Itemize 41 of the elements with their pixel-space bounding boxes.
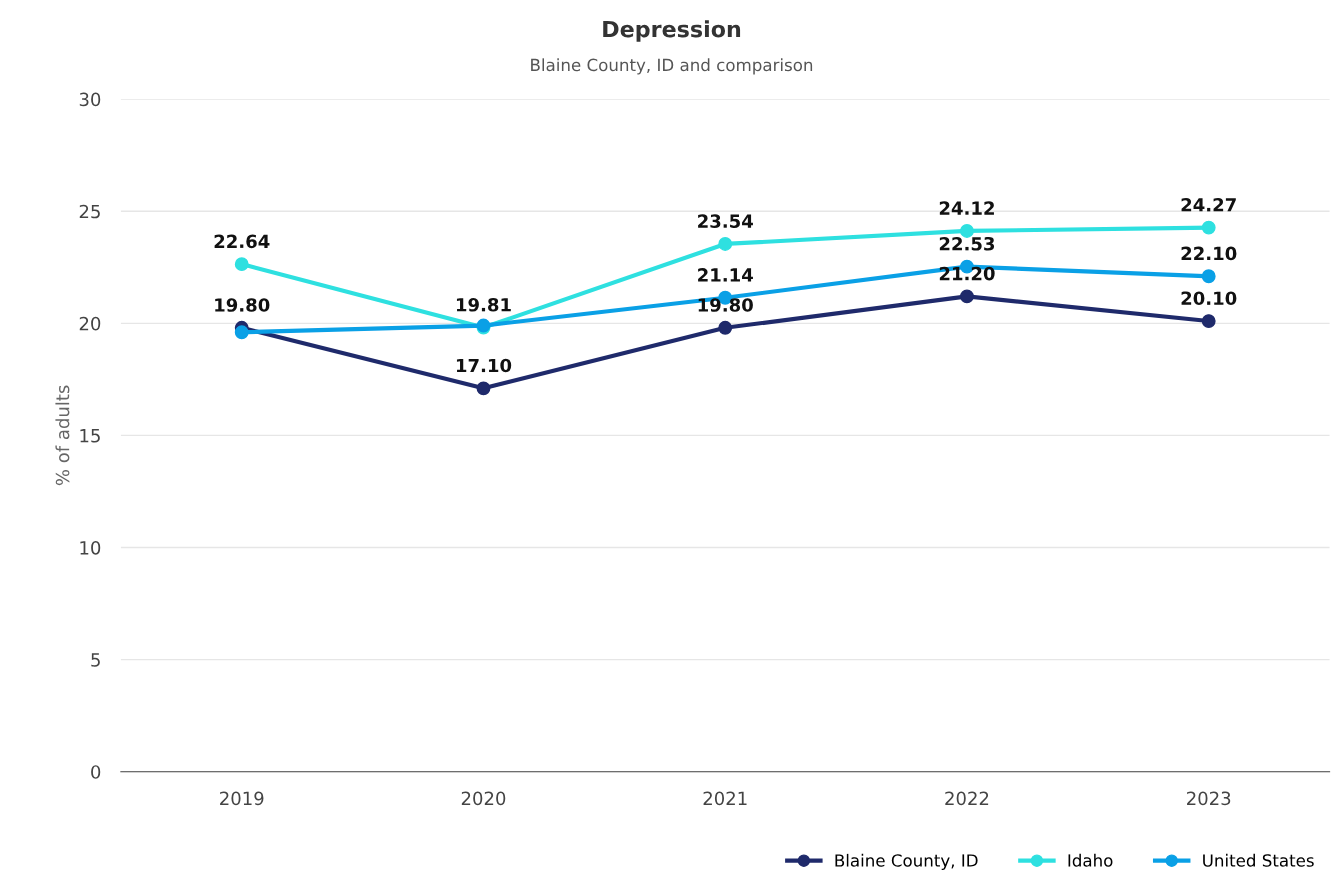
data-label: 22.53 [939,236,995,251]
data-label: 19.80 [215,298,270,312]
data-label: 17.10 [456,358,512,373]
data-label: 22.10 [1181,246,1237,261]
point [1201,314,1216,329]
data-label: 19.81 [456,297,511,312]
y-tick-label: 15 [80,429,100,443]
x-tick-label: 2020 [461,791,506,806]
data-label: 23.54 [698,214,753,228]
point [960,289,974,304]
data-label: 22.64 [214,234,270,249]
chart-subtitle: Blaine County, ID and comparison [531,58,813,75]
chart-title: Depression [603,20,741,42]
y-tick-label: 30 [79,92,101,107]
point [234,257,249,272]
legend-label: United States [1203,853,1314,867]
data-label: 24.12 [939,201,994,215]
data-label: 24.27 [1181,197,1236,212]
point [476,381,491,396]
point [718,320,733,335]
data-label: 20.10 [1181,291,1237,306]
x-tick-label: 2023 [1187,791,1231,806]
y-tick-label: 25 [79,204,100,219]
point [960,224,974,238]
y-tick-label: 0 [91,765,101,779]
point [234,325,249,340]
point [1201,269,1216,284]
data-label: 19.80 [698,298,753,312]
data-label: 21.14 [698,268,753,282]
point [1201,220,1216,235]
y-tick-label: 20 [79,316,101,331]
y-tick-label: 5 [91,653,100,667]
legend-label: Idaho [1068,853,1113,867]
legend-label: Blaine County, ID [835,853,978,870]
x-tick-label: 2019 [220,791,264,806]
point [718,237,733,251]
data-label: 21.20 [939,266,995,281]
y-axis-title: % of adults [55,385,70,486]
y-tick-label: 10 [80,540,101,555]
x-tick-label: 2021 [703,791,747,806]
x-tick-label: 2022 [945,791,989,806]
